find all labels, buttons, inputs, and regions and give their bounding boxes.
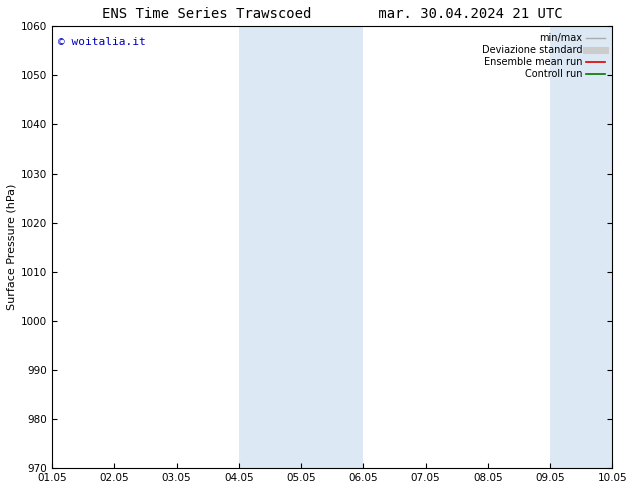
Y-axis label: Surface Pressure (hPa): Surface Pressure (hPa) [7,184,17,311]
Legend: min/max, Deviazione standard, Ensemble mean run, Controll run: min/max, Deviazione standard, Ensemble m… [480,31,607,81]
Bar [550,26,634,468]
Bar [239,26,363,468]
Text: © woitalia.it: © woitalia.it [58,37,146,48]
Title: ENS Time Series Trawscoed        mar. 30.04.2024 21 UTC: ENS Time Series Trawscoed mar. 30.04.202… [102,7,562,21]
